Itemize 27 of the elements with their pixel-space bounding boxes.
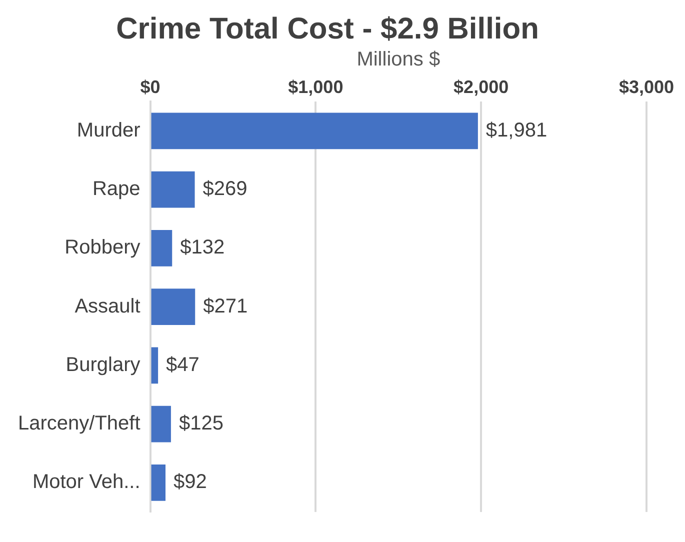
y-tick-label: Robbery [64, 236, 140, 259]
bar [151, 230, 172, 266]
data-label: $132 [180, 236, 225, 259]
bar [151, 112, 478, 150]
data-label: $125 [178, 412, 224, 435]
y-tick-label: Motor Veh... [32, 471, 140, 494]
chart-title: Crime Total Cost - $2.9 Billion [116, 12, 539, 46]
y-tick-label: Burglary [66, 354, 140, 376]
bar [151, 406, 171, 442]
data-label: $271 [203, 295, 248, 318]
bar [151, 288, 196, 325]
x-tick-label: $0 [140, 76, 160, 97]
data-label: $269 [202, 178, 248, 200]
data-label: $92 [174, 471, 207, 494]
data-label: $1,981 [486, 119, 548, 142]
bar [151, 347, 158, 384]
y-tick-label: Larceny/Theft [18, 412, 141, 435]
bar [151, 464, 166, 501]
bar [151, 171, 195, 208]
x-tick-label: $1,000 [288, 76, 344, 97]
y-tick-label: Rape [92, 178, 140, 200]
x-tick-label: $2,000 [454, 76, 509, 97]
x-tick-label: $3,000 [618, 76, 674, 97]
data-label: $47 [166, 354, 200, 376]
y-tick-label: Murder [76, 119, 141, 142]
y-tick-label: Assault [74, 295, 141, 318]
x-axis-title: Millions $ [356, 48, 440, 71]
